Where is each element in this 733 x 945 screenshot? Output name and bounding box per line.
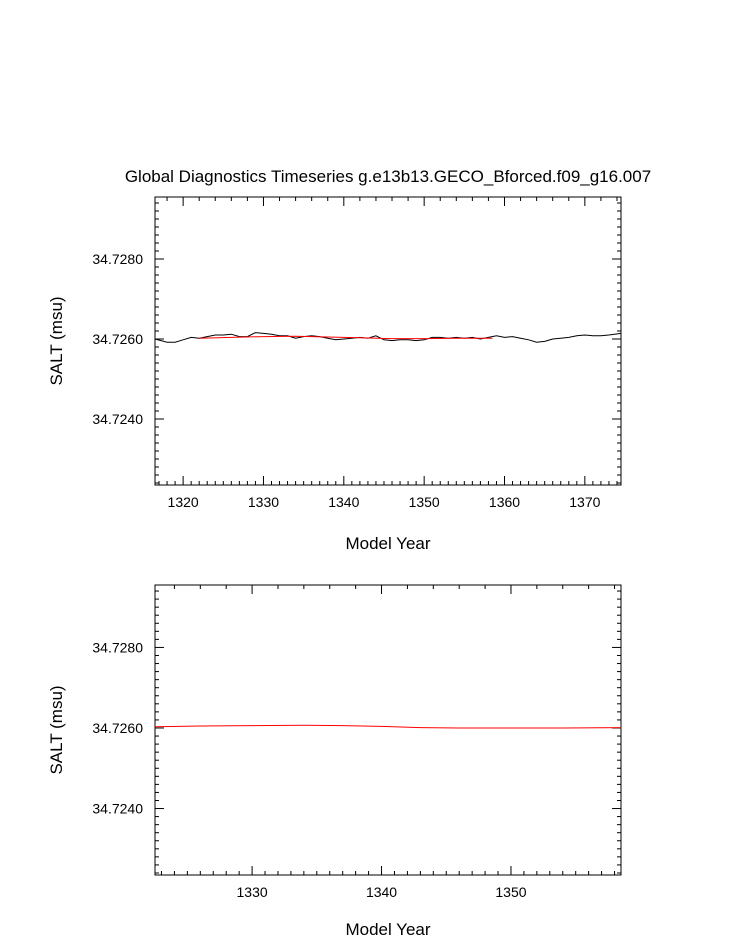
y-axis-label: SALT (msu) [47, 296, 66, 385]
bottom-panel: Model Year SALT (msu) 1330 1340 1350 34.724… [47, 584, 622, 939]
chart-title: Global Diagnostics Timeseries g.e13b13.G… [125, 167, 651, 186]
data-series [154, 724, 622, 729]
y-tick-label: 34.7240 [92, 411, 143, 427]
x-axis-label: Model Year [345, 534, 430, 553]
data-series [154, 332, 622, 343]
red-series-line [199, 335, 493, 340]
x-tick-label: 1330 [248, 494, 279, 510]
y-tick-label: 34.7260 [92, 720, 143, 736]
black-series-line [154, 332, 622, 343]
y-tick-label: 34.7280 [92, 639, 143, 655]
plot-frame [154, 196, 622, 486]
y-axis-label: SALT (msu) [47, 685, 66, 774]
x-tick-label: 1340 [366, 884, 397, 900]
x-tick-label: 1350 [495, 884, 526, 900]
y-tick-label: 34.7260 [92, 331, 143, 347]
top-panel: Model Year SALT (msu) 1320 1330 1340 1350 13… [47, 196, 622, 553]
x-tick-label: 1320 [168, 494, 199, 510]
x-tick-label: 1370 [569, 494, 600, 510]
x-tick-label: 1350 [409, 494, 440, 510]
plot-frame [154, 584, 622, 876]
axis-ticks [155, 585, 621, 875]
tick-labels: 1320 1330 1340 1350 1360 1370 34.7240 34.7260 34… [92, 251, 600, 510]
axis-ticks [155, 197, 621, 485]
red-series-line [154, 724, 622, 729]
x-tick-label: 1330 [237, 884, 268, 900]
y-tick-label: 34.7280 [92, 251, 143, 267]
x-tick-label: 1340 [328, 494, 359, 510]
x-tick-label: 1360 [489, 494, 520, 510]
tick-labels: 1330 1340 1350 34.7240 34.7260 34.7280 [92, 639, 526, 900]
y-tick-label: 34.7240 [92, 801, 143, 817]
x-axis-label: Model Year [345, 920, 430, 939]
